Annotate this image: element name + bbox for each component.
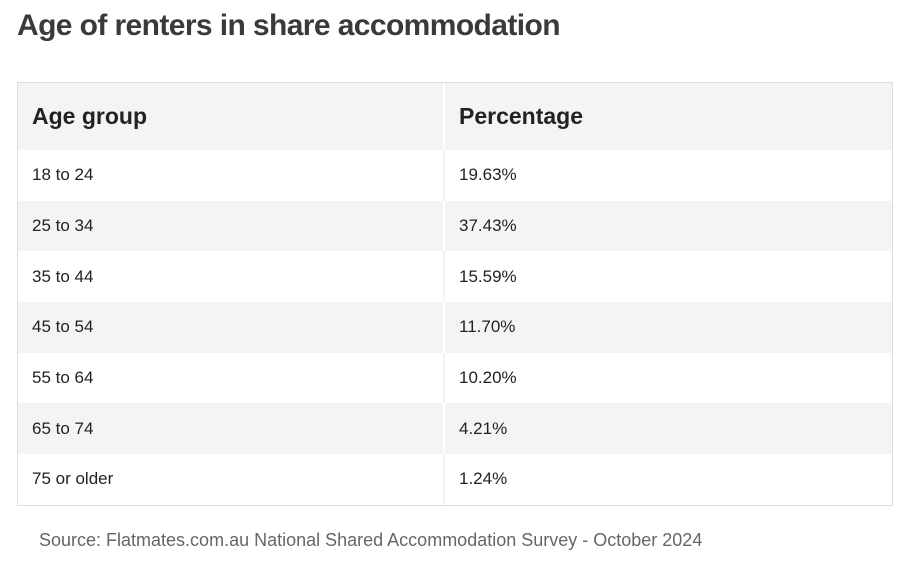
column-header-percentage: Percentage [443,83,892,150]
percentage-cell: 10.20% [443,352,892,404]
age-group-cell: 35 to 44 [18,251,444,303]
age-group-cell: 45 to 54 [18,302,444,353]
table-row: 25 to 34 37.43% [18,200,892,252]
table-row: 75 or older 1.24% [18,454,892,505]
table-row: 65 to 74 4.21% [18,403,892,455]
percentage-cell: 19.63% [443,150,892,201]
age-group-cell: 25 to 34 [18,200,444,252]
table-header: Age group Percentage [18,83,892,150]
data-table-container: Age group Percentage 18 to 24 19.63% 25 … [17,82,893,506]
percentage-cell: 15.59% [443,251,892,303]
table-row: 35 to 44 15.59% [18,251,892,303]
age-group-cell: 75 or older [18,454,444,505]
header-row: Age group Percentage [18,83,892,150]
table-body: 18 to 24 19.63% 25 to 34 37.43% 35 to 44… [18,150,892,505]
age-group-cell: 18 to 24 [18,150,444,201]
percentage-cell: 11.70% [443,302,892,353]
age-group-cell: 55 to 64 [18,352,444,404]
column-header-age-group: Age group [18,83,444,150]
percentage-cell: 37.43% [443,200,892,252]
table-row: 55 to 64 10.20% [18,352,892,404]
data-table: Age group Percentage 18 to 24 19.63% 25 … [18,83,892,505]
table-row: 18 to 24 19.63% [18,150,892,201]
chart-title: Age of renters in share accommodation [17,9,561,42]
age-group-cell: 65 to 74 [18,403,444,455]
percentage-cell: 1.24% [443,454,892,505]
percentage-cell: 4.21% [443,403,892,455]
source-note: Source: Flatmates.com.au National Shared… [39,530,703,550]
table-row: 45 to 54 11.70% [18,302,892,353]
